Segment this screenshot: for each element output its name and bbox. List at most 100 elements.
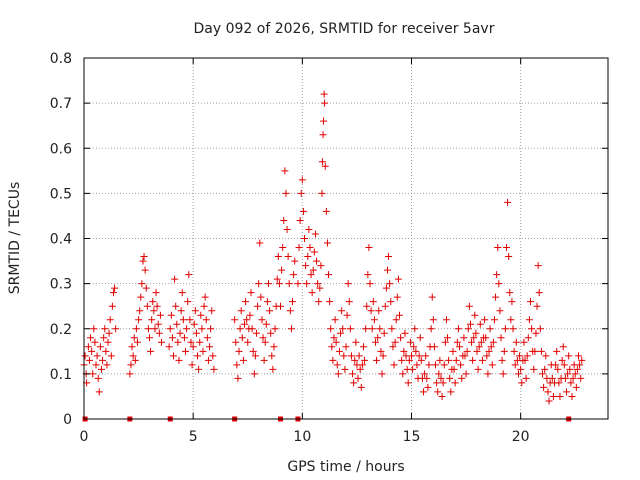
data-point (531, 347, 539, 355)
y-axis-label: SRMTID / TECUs (7, 182, 23, 295)
data-point (367, 307, 375, 315)
data-point (478, 356, 486, 364)
data-point (252, 329, 260, 337)
data-point (461, 352, 469, 360)
data-point (299, 207, 307, 215)
data-point (294, 280, 302, 288)
data-point (428, 293, 436, 301)
data-point (88, 347, 96, 355)
data-point (239, 356, 247, 364)
data-point (382, 284, 390, 292)
data-point (203, 334, 211, 342)
data-point (338, 307, 346, 315)
data-point (501, 325, 509, 333)
data-point (344, 280, 352, 288)
data-point (351, 356, 359, 364)
data-point (476, 320, 484, 328)
data-point (355, 352, 363, 360)
data-point (565, 352, 573, 360)
x-tick-label: 0 (80, 429, 89, 445)
data-point (128, 343, 136, 351)
data-point (385, 253, 393, 261)
data-point (92, 361, 100, 369)
data-point (262, 320, 270, 328)
data-point (568, 392, 576, 400)
x-axis-label: GPS time / hours (287, 459, 404, 475)
data-point (259, 334, 267, 342)
data-point (521, 356, 529, 364)
data-point (322, 207, 330, 215)
data-point (251, 352, 259, 360)
data-point (488, 361, 496, 369)
data-point (208, 307, 216, 315)
data-point (362, 325, 370, 333)
data-point (244, 338, 252, 346)
data-point (421, 370, 429, 378)
data-point (558, 356, 566, 364)
data-point (240, 320, 248, 328)
data-point (392, 316, 400, 324)
data-point (472, 329, 480, 337)
data-point (152, 289, 160, 297)
data-point (321, 99, 329, 107)
data-point (206, 343, 214, 351)
data-point (386, 280, 394, 288)
data-point (313, 257, 321, 265)
data-point (406, 338, 414, 346)
data-point (456, 343, 464, 351)
data-point (405, 356, 413, 364)
data-point (369, 298, 377, 306)
data-point (149, 298, 157, 306)
data-point (185, 271, 193, 279)
data-point (442, 316, 450, 324)
data-point (332, 338, 340, 346)
x-tick-label: 10 (293, 429, 311, 445)
data-point (436, 356, 444, 364)
data-point (326, 298, 334, 306)
data-points (80, 90, 586, 405)
data-point (490, 316, 498, 324)
data-point (154, 320, 162, 328)
data-point (520, 338, 528, 346)
data-point (450, 365, 458, 373)
data-point (474, 365, 482, 373)
data-point (97, 365, 105, 373)
data-point (178, 289, 186, 297)
data-point (250, 370, 258, 378)
data-point (318, 158, 326, 166)
data-point (466, 320, 474, 328)
data-point (376, 325, 384, 333)
data-point (296, 216, 304, 224)
data-point (238, 334, 246, 342)
data-point (497, 334, 505, 342)
data-point (460, 334, 468, 342)
y-tick-label: 0.5 (50, 186, 72, 202)
data-point (320, 90, 328, 98)
data-point (375, 307, 383, 315)
data-point (170, 352, 178, 360)
data-point (440, 361, 448, 369)
data-point (89, 370, 97, 378)
data-point (464, 325, 472, 333)
data-point (571, 370, 579, 378)
data-point (271, 325, 279, 333)
data-point (198, 325, 206, 333)
y-tick-label: 0 (63, 412, 72, 428)
data-point (307, 271, 315, 279)
data-point (502, 244, 510, 252)
axis-ticks: 0 0.1 0.2 0.3 0.4 0.5 0.6 0.7 0.8 0 5 10 15 20 (50, 51, 608, 445)
data-point (317, 262, 325, 270)
data-point (492, 293, 500, 301)
data-point (177, 307, 185, 315)
data-point (85, 356, 93, 364)
data-point (321, 162, 329, 170)
y-tick-label: 0.3 (50, 277, 72, 293)
data-point (175, 356, 183, 364)
data-point (267, 329, 275, 337)
data-point (339, 325, 347, 333)
chart-title: Day 092 of 2026, SRMTID for receiver 5av… (194, 21, 495, 37)
data-point (536, 325, 544, 333)
data-point (506, 289, 514, 297)
data-point (438, 392, 446, 400)
data-point (494, 244, 502, 252)
